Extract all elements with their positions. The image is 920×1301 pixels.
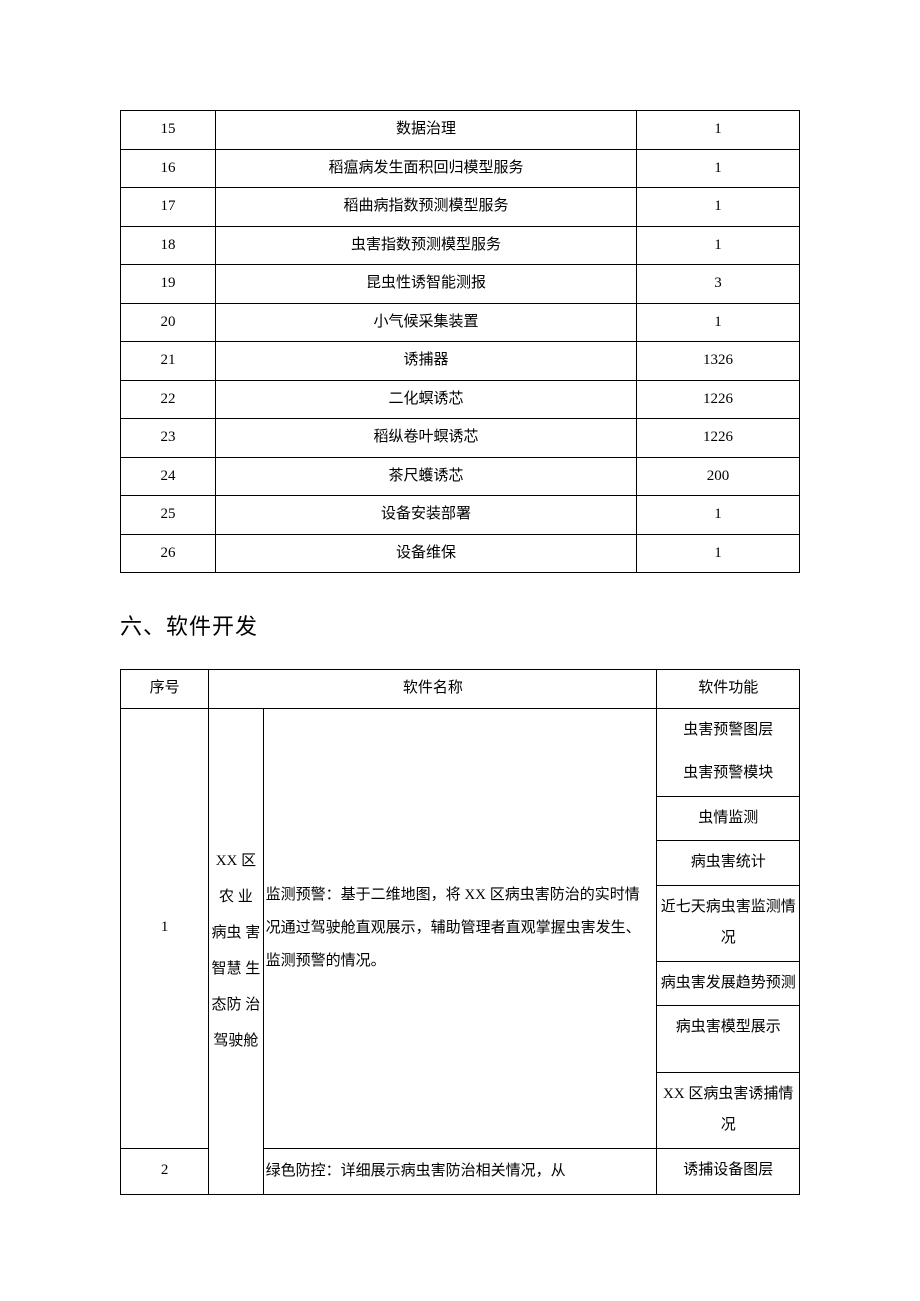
- software-func: 诱捕设备图层: [657, 1148, 800, 1194]
- software-func: 病虫害统计: [657, 841, 800, 886]
- row-name: 稻纵卷叶螟诱芯: [216, 419, 637, 458]
- row-qty: 1: [637, 188, 800, 227]
- row-num: 2: [121, 1148, 209, 1194]
- row-name: 茶尺蠖诱芯: [216, 457, 637, 496]
- software-category: XX 区农 业 病虫 害 智慧 生 态防 治 驾驶舱: [209, 708, 263, 1194]
- row-name: 昆虫性诱智能测报: [216, 265, 637, 304]
- row-qty: 1: [637, 111, 800, 150]
- header-func: 软件功能: [657, 670, 800, 709]
- row-num: 22: [121, 380, 216, 419]
- row-num: 21: [121, 342, 216, 381]
- row-name: 稻曲病指数预测模型服务: [216, 188, 637, 227]
- row-qty: 3: [637, 265, 800, 304]
- row-num: 16: [121, 149, 216, 188]
- row-num: 26: [121, 534, 216, 573]
- table-row: 19昆虫性诱智能测报3: [121, 265, 800, 304]
- row-name: 设备安装部署: [216, 496, 637, 535]
- row-num: 18: [121, 226, 216, 265]
- table-row: 16稻瘟病发生面积回归模型服务1: [121, 149, 800, 188]
- software-func: XX 区病虫害诱捕情况: [657, 1072, 800, 1148]
- header-num: 序号: [121, 670, 209, 709]
- row-qty: 1: [637, 226, 800, 265]
- row-qty: 1: [637, 303, 800, 342]
- row-num: 19: [121, 265, 216, 304]
- software-func: 病虫害发展趋势预测: [657, 961, 800, 1006]
- row-num: 24: [121, 457, 216, 496]
- row-num: 23: [121, 419, 216, 458]
- row-name: 虫害指数预测模型服务: [216, 226, 637, 265]
- header-name: 软件名称: [209, 670, 657, 709]
- table-row: 25设备安装部署1: [121, 496, 800, 535]
- table-row: 24茶尺蠖诱芯200: [121, 457, 800, 496]
- row-name: 设备维保: [216, 534, 637, 573]
- row-qty: 1: [637, 149, 800, 188]
- software-func: 病虫害模型展示: [657, 1006, 800, 1073]
- row-name: 二化螟诱芯: [216, 380, 637, 419]
- table-row: 21诱捕器1326: [121, 342, 800, 381]
- table-row: 17稻曲病指数预测模型服务1: [121, 188, 800, 227]
- row-qty: 200: [637, 457, 800, 496]
- table-row: 1 XX 区农 业 病虫 害 智慧 生 态防 治 驾驶舱 监测预警：基于二维地图…: [121, 708, 800, 752]
- software-desc: 监测预警：基于二维地图，将 XX 区病虫害防治的实时情况通过驾驶舱直观展示，辅助…: [263, 708, 657, 1148]
- row-qty: 1226: [637, 380, 800, 419]
- row-name: 数据治理: [216, 111, 637, 150]
- row-name: 诱捕器: [216, 342, 637, 381]
- row-qty: 1226: [637, 419, 800, 458]
- row-qty: 1: [637, 534, 800, 573]
- table-row: 18虫害指数预测模型服务1: [121, 226, 800, 265]
- software-func: 虫害预警模块: [657, 752, 800, 796]
- table-row: 20小气候采集装置1: [121, 303, 800, 342]
- software-func: 近七天病虫害监测情况: [657, 885, 800, 961]
- table-header-row: 序号 软件名称 软件功能: [121, 670, 800, 709]
- row-qty: 1: [637, 496, 800, 535]
- row-num: 1: [121, 708, 209, 1148]
- row-name: 小气候采集装置: [216, 303, 637, 342]
- software-func: 虫情监测: [657, 796, 800, 841]
- equipment-table: 15数据治理116稻瘟病发生面积回归模型服务117稻曲病指数预测模型服务118虫…: [120, 110, 800, 573]
- table-row: 23稻纵卷叶螟诱芯1226: [121, 419, 800, 458]
- row-num: 17: [121, 188, 216, 227]
- table-row: 15数据治理1: [121, 111, 800, 150]
- row-num: 15: [121, 111, 216, 150]
- table-row: 22二化螟诱芯1226: [121, 380, 800, 419]
- row-name: 稻瘟病发生面积回归模型服务: [216, 149, 637, 188]
- table-row: 26设备维保1: [121, 534, 800, 573]
- software-func: 虫害预警图层: [657, 708, 800, 752]
- software-desc: 绿色防控：详细展示病虫害防治相关情况，从: [263, 1148, 657, 1194]
- software-table: 序号 软件名称 软件功能 1 XX 区农 业 病虫 害 智慧 生 态防 治 驾驶…: [120, 669, 800, 1195]
- row-qty: 1326: [637, 342, 800, 381]
- row-num: 25: [121, 496, 216, 535]
- section-heading: 六、软件开发: [120, 609, 800, 641]
- row-num: 20: [121, 303, 216, 342]
